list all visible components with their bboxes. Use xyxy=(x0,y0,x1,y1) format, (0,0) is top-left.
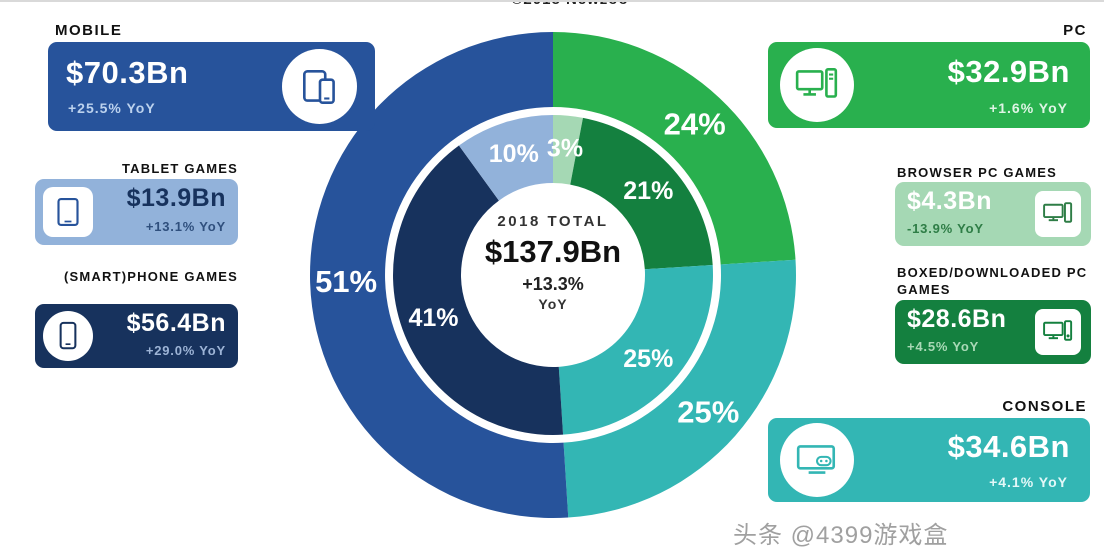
outer-segment-console xyxy=(563,259,796,518)
console-icon-badge xyxy=(780,423,854,497)
console-callout-box: $34.6Bn +4.1% YoY xyxy=(768,418,1090,502)
inner-segment-smartphone-games xyxy=(393,145,564,435)
tablet-amount: $13.9Bn xyxy=(126,184,226,212)
browser-pc-icon xyxy=(1043,202,1073,223)
console-yoy: +4.1% YoY xyxy=(989,474,1068,490)
center-total-amount: $137.9Bn xyxy=(484,234,622,269)
desktop-pc-icon xyxy=(795,68,838,98)
inner-segment-boxed-downloaded-pc-games xyxy=(570,117,713,270)
mobile-section-label: MOBILE xyxy=(55,22,123,39)
boxed-pc-games-icon xyxy=(1043,320,1073,341)
browser-amount: $4.3Bn xyxy=(907,187,992,215)
inner-segment-tablet-games xyxy=(458,115,553,201)
pc-amount: $32.9Bn xyxy=(947,54,1070,89)
smartphone-amount: $56.4Bn xyxy=(126,309,226,337)
center-total-label: 2018 TOTAL xyxy=(497,213,609,230)
mobile-icon-badge xyxy=(282,49,357,124)
tablet-icon-badge xyxy=(43,187,93,237)
outer-percent-label-mobile: 51% xyxy=(315,264,377,299)
center-total-growth: +13.3% xyxy=(522,274,584,294)
mobile-devices-icon xyxy=(302,69,335,104)
attribution-text: ©2018 Newzoo xyxy=(470,2,670,8)
tablet-section-label: TABLET GAMES xyxy=(122,161,238,176)
inner-segment-console xyxy=(558,264,713,435)
smartphone-callout-box: $56.4Bn +29.0% YoY xyxy=(35,304,238,368)
outer-segment-mobile xyxy=(309,32,569,519)
boxed-icon-badge xyxy=(1035,309,1081,355)
boxed-amount: $28.6Bn xyxy=(907,305,1007,333)
boxed-callout-box: $28.6Bn +4.5% YoY xyxy=(895,300,1091,364)
mobile-amount: $70.3Bn xyxy=(66,55,189,90)
inner-percent-label-browser-pc-games: 3% xyxy=(547,135,583,163)
pc-callout-box: $32.9Bn +1.6% YoY xyxy=(768,42,1090,128)
smartphone-icon xyxy=(59,321,77,350)
watermark-text: 头条 @4399游戏盒 xyxy=(733,522,949,549)
pc-section-label: PC xyxy=(1063,22,1087,39)
console-amount: $34.6Bn xyxy=(947,429,1070,464)
inner-percent-label-smartphone-games: 41% xyxy=(408,304,458,332)
outer-percent-label-console: 25% xyxy=(677,394,739,429)
pc-yoy: +1.6% YoY xyxy=(989,100,1068,116)
center-total-yoy: YoY xyxy=(538,296,568,312)
tablet-yoy: +13.1% YoY xyxy=(145,219,226,234)
console-tv-icon xyxy=(796,445,836,474)
inner-segment-browser-pc-games xyxy=(553,114,583,185)
chart-center-total: 2018 TOTAL $137.9Bn +13.3% YoY xyxy=(453,213,653,312)
console-section-label: CONSOLE xyxy=(1002,398,1087,415)
smartphone-icon-badge xyxy=(43,311,93,361)
mobile-yoy: +25.5% YoY xyxy=(68,100,156,116)
browser-section-label: BROWSER PC GAMES xyxy=(897,165,1058,180)
boxed-section-label: BOXED/DOWNLOADED PC GAMES xyxy=(897,265,1088,297)
browser-callout-box: $4.3Bn -13.9% YoY xyxy=(895,182,1091,246)
inner-percent-label-boxed-downloaded-pc-games: 21% xyxy=(623,177,673,205)
outer-segment-pc xyxy=(553,32,796,265)
tablet-callout-box: $13.9Bn +13.1% YoY xyxy=(35,179,238,245)
browser-yoy: -13.9% YoY xyxy=(907,221,984,236)
browser-icon-badge xyxy=(1035,191,1081,237)
boxed-yoy: +4.5% YoY xyxy=(907,339,980,354)
smartphone-yoy: +29.0% YoY xyxy=(145,343,226,358)
smartphone-section-label: (SMART)PHONE GAMES xyxy=(64,269,238,284)
inner-percent-label-tablet-games: 10% xyxy=(489,140,539,168)
attribution-cropped: ©2018 Newzoo xyxy=(470,2,670,11)
inner-percent-label-console: 25% xyxy=(623,345,673,373)
mobile-callout-box: $70.3Bn +25.5% YoY xyxy=(48,42,375,131)
pc-icon-badge xyxy=(780,48,854,122)
outer-percent-label-pc: 24% xyxy=(664,107,726,142)
tablet-icon xyxy=(57,197,79,227)
